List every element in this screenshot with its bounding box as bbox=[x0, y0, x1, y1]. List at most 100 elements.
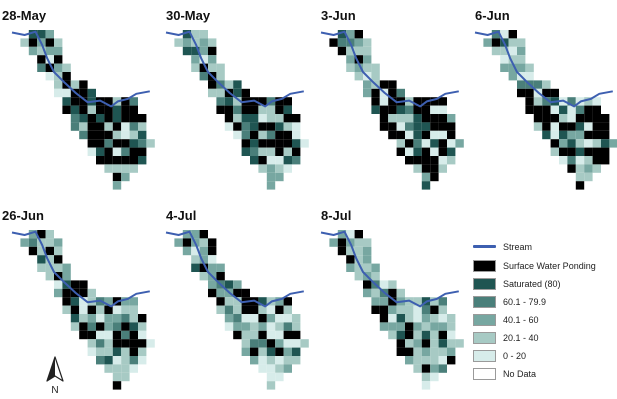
grid-cell bbox=[54, 255, 63, 264]
grid-cell bbox=[138, 122, 147, 131]
grid-cell bbox=[45, 272, 54, 281]
grid-cell bbox=[250, 347, 259, 356]
grid-cell bbox=[575, 122, 585, 131]
grid-cell bbox=[208, 80, 217, 89]
ponding-grid bbox=[474, 30, 617, 190]
grid-cell bbox=[266, 181, 276, 190]
grid-cell bbox=[379, 80, 389, 89]
grid-cell bbox=[559, 130, 568, 140]
grid-cell bbox=[396, 114, 405, 123]
grid-cell bbox=[70, 297, 80, 306]
grid-cell bbox=[363, 288, 372, 298]
grid-cell bbox=[54, 80, 63, 89]
grid-cell bbox=[266, 147, 276, 156]
grid-cell bbox=[129, 114, 138, 123]
grid-cell bbox=[250, 139, 259, 148]
grid-cell bbox=[138, 330, 147, 340]
grid-cell bbox=[266, 356, 276, 365]
grid-cell bbox=[37, 263, 46, 272]
grid-cell bbox=[45, 72, 54, 81]
grid-cell bbox=[542, 88, 551, 98]
grid-cell bbox=[337, 38, 347, 47]
grid-cell bbox=[559, 105, 568, 114]
grid-cell bbox=[87, 339, 96, 348]
grid-cell bbox=[104, 339, 113, 348]
grid-cell bbox=[413, 364, 422, 373]
grid-cell bbox=[250, 130, 259, 140]
grid-cell bbox=[455, 139, 464, 148]
grid-cell bbox=[138, 156, 147, 165]
grid-cell bbox=[275, 164, 284, 173]
grid-cell bbox=[413, 305, 422, 314]
grid-cell bbox=[96, 130, 105, 140]
grid-cell bbox=[224, 314, 234, 323]
grid-cell bbox=[208, 238, 217, 247]
grid-cell bbox=[371, 272, 380, 281]
grid-cell bbox=[363, 246, 372, 256]
grid-cell bbox=[233, 330, 242, 340]
grid-cell bbox=[354, 30, 363, 39]
grid-cell bbox=[96, 305, 105, 314]
grid-cell bbox=[447, 330, 456, 340]
grid-cell bbox=[241, 305, 250, 314]
grid-cell bbox=[379, 280, 389, 289]
grid-cell bbox=[87, 305, 96, 314]
grid-cell bbox=[337, 46, 347, 56]
grid-cell bbox=[87, 314, 96, 323]
grid-cell bbox=[388, 105, 397, 114]
grid-cell bbox=[70, 322, 80, 331]
grid-cell bbox=[28, 238, 38, 247]
grid-cell bbox=[87, 347, 96, 356]
grid-cell bbox=[216, 272, 225, 281]
grid-cell bbox=[121, 114, 130, 123]
legend-label: No Data bbox=[503, 369, 537, 379]
grid-cell bbox=[62, 297, 71, 306]
grid-cell bbox=[396, 122, 405, 131]
stream-line bbox=[165, 30, 304, 108]
grid-cell bbox=[405, 330, 414, 340]
grid-cell bbox=[79, 130, 88, 140]
grid-cell bbox=[79, 330, 88, 340]
grid-cell bbox=[567, 122, 576, 131]
grid-cell bbox=[266, 372, 276, 382]
grid-cell bbox=[500, 55, 509, 64]
grid-cell bbox=[112, 156, 122, 165]
ponding-grid bbox=[11, 230, 155, 390]
grid-cell bbox=[224, 322, 234, 331]
grid-cell bbox=[54, 263, 63, 272]
grid-cell bbox=[62, 272, 71, 281]
grid-cell bbox=[421, 164, 431, 173]
grid-cell bbox=[379, 114, 389, 123]
legend-swatch bbox=[473, 260, 496, 272]
grid-cell bbox=[87, 114, 96, 123]
grid-cell bbox=[275, 130, 284, 140]
grid-cell bbox=[70, 114, 80, 123]
grid-cell bbox=[129, 297, 138, 306]
legend-item-class: Saturated (80) bbox=[473, 277, 613, 291]
grid-cell bbox=[250, 314, 259, 323]
grid-cell bbox=[250, 356, 259, 365]
grid-cell bbox=[363, 63, 372, 72]
grid-cell bbox=[363, 255, 372, 264]
grid-cell bbox=[54, 88, 63, 98]
grid-cell bbox=[413, 156, 422, 165]
grid-cell bbox=[550, 114, 559, 123]
grid-cell bbox=[500, 30, 509, 39]
grid-cell bbox=[216, 288, 225, 298]
grid-cell bbox=[405, 322, 414, 331]
grid-cell bbox=[112, 322, 122, 331]
grid-cell bbox=[233, 105, 242, 114]
grid-cell bbox=[121, 364, 130, 373]
grid-cell bbox=[508, 46, 517, 56]
map-panel-26-jun: 26-Jun bbox=[0, 200, 155, 395]
grid-cell bbox=[104, 305, 113, 314]
grid-cell bbox=[584, 139, 593, 148]
grid-cell bbox=[584, 164, 593, 173]
grid-cell bbox=[112, 164, 122, 173]
grid-cell bbox=[216, 72, 225, 81]
grid-cell bbox=[104, 114, 113, 123]
grid-cell bbox=[104, 105, 113, 114]
grid-cell bbox=[396, 347, 405, 356]
grid-cell bbox=[283, 97, 292, 106]
grid-cell bbox=[266, 314, 276, 323]
